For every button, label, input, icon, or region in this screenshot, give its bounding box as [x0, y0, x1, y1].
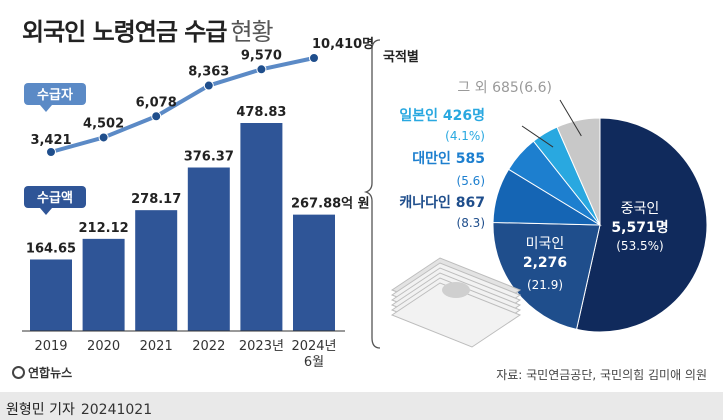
x-tick-label: 2021 [140, 339, 173, 354]
bar [30, 259, 72, 331]
line-value-label: 9,570 [241, 48, 282, 63]
line-value-label: 3,421 [30, 133, 71, 148]
pie-label-value: 2,276 [523, 255, 567, 271]
bar-value-label: 376.37 [184, 150, 234, 165]
bar [240, 123, 283, 331]
bar-value-label: 278.17 [131, 192, 181, 207]
x-tick-label: 2023년 [239, 339, 284, 354]
legend-amount-label: 수급액 [37, 191, 73, 206]
bar [82, 238, 125, 331]
logo-icon [12, 366, 25, 379]
legend-recipients-pointer [40, 105, 52, 112]
line-point [151, 111, 162, 122]
pie-leader [559, 99, 582, 137]
section-bracket [363, 39, 381, 349]
pie-title: 국적별 [383, 49, 419, 65]
series-line [50, 56, 315, 154]
pie-label-name: 일본인 426명 [399, 107, 485, 124]
credit-date: 20241021 [80, 402, 153, 418]
pie-label-name: 미국인 [526, 236, 565, 252]
pie-label-name: 중국인 [621, 201, 660, 217]
bar [135, 210, 178, 331]
title-main: 외국인 노령연금 수급 [22, 18, 227, 46]
line-point [98, 132, 109, 143]
pie-label-share: (5.6) [457, 174, 485, 188]
legend-recipients-label: 수급자 [37, 88, 73, 103]
bar-value-label: 212.12 [79, 221, 129, 236]
logo: 연합뉴스 [12, 364, 72, 381]
x-tick-label: 6월 [304, 355, 324, 370]
bill-portrait [442, 282, 470, 298]
pie-slice [575, 117, 708, 333]
bar-value-label: 478.83 [236, 105, 286, 120]
pie-label-value: 5,571명 [611, 219, 668, 236]
x-tick-label: 2024년 [291, 339, 336, 354]
credit-author: 원형민 기자 [6, 402, 75, 418]
line-value-label: 6,078 [136, 95, 177, 110]
footer-bar [0, 392, 723, 420]
bar [187, 167, 230, 331]
pie-leader [521, 125, 554, 148]
x-tick-label: 2020 [87, 339, 120, 354]
pie-label-share: (8.3) [457, 216, 485, 230]
line-value-label: 10,410명 [312, 36, 374, 52]
line-point [309, 53, 319, 63]
pie-label-name: 캐나다인 867 [399, 194, 485, 211]
legend-recipients [24, 83, 86, 105]
money-stack-icon [390, 257, 522, 348]
line-point [203, 80, 214, 91]
line-point [256, 64, 267, 75]
legend-amount [24, 186, 86, 208]
line-value-label: 8,363 [188, 65, 229, 80]
page-title: 외국인 노령연금 수급 현황 [22, 12, 274, 47]
x-tick-label: 2022 [192, 339, 225, 354]
source-note: 자료: 국민연금공단, 국민의힘 김미애 의원 [496, 368, 707, 382]
pie-label-share: (21.9) [527, 278, 563, 292]
credit: 원형민 기자 20241021 [6, 399, 152, 419]
x-tick-label: 2019 [34, 339, 67, 354]
title-sub: 현황 [230, 18, 273, 46]
pie-slice [556, 117, 601, 226]
bar-value-label: 267.88억 원 [291, 197, 370, 212]
bar [293, 214, 335, 331]
legend-amount-pointer [40, 208, 52, 215]
pie-label-name: 그 외 685(6.6) [457, 80, 552, 96]
bill [390, 282, 522, 348]
bar-value-label: 164.65 [26, 241, 76, 256]
logo-text: 연합뉴스 [28, 366, 73, 380]
line-value-label: 4,502 [83, 116, 124, 131]
line-point [46, 147, 56, 157]
pie-label-share: (4.1%) [445, 129, 485, 143]
pie-label-share: (53.5%) [616, 239, 663, 253]
pie-label-name: 대만인 585 [412, 150, 485, 167]
